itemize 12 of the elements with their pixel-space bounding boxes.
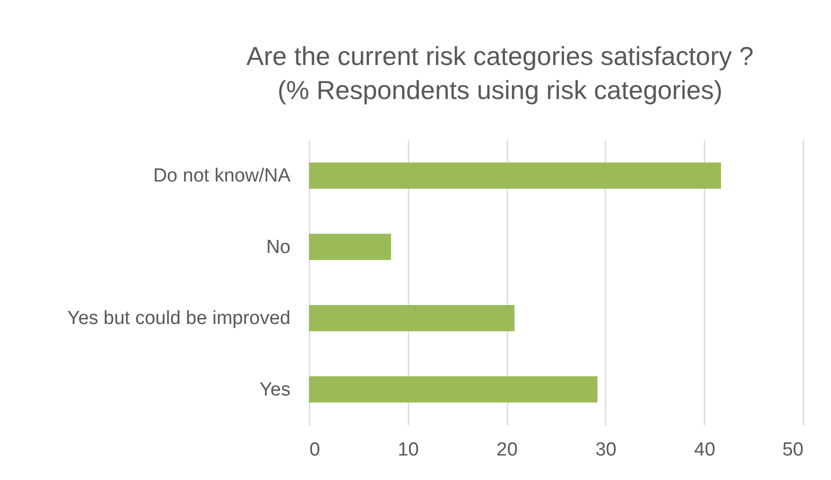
x-tick-label: 0 [310, 440, 320, 460]
y-tick-label: Yes but could be improved [67, 308, 290, 330]
chart-subtitle: (% Respondents using risk categories) [277, 75, 723, 105]
y-tick-label: No [266, 236, 290, 258]
y-tick-label: Do not know/NA [153, 166, 291, 187]
x-tick-label: 40 [694, 440, 716, 460]
y-tick-label: Yes [260, 379, 290, 400]
x-tick-label: 50 [782, 440, 804, 460]
x-tick-label: 30 [595, 440, 616, 460]
x-tick-label: 10 [398, 440, 419, 460]
x-tick-label: 20 [496, 440, 518, 460]
chart-title: Are the current risk categories satisfactory ? [246, 41, 754, 71]
